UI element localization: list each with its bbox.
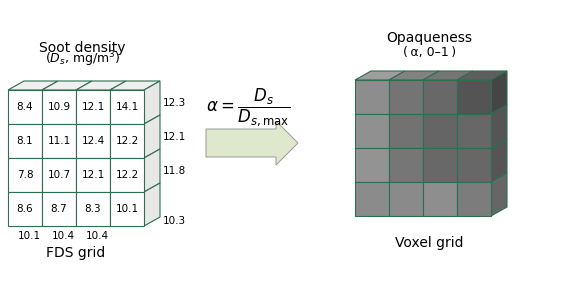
Polygon shape: [76, 124, 110, 158]
Text: 12.4: 12.4: [82, 136, 105, 146]
Text: 12.1: 12.1: [82, 102, 105, 112]
Text: 10.3: 10.3: [163, 217, 186, 227]
Polygon shape: [42, 81, 92, 90]
Polygon shape: [457, 182, 491, 216]
Polygon shape: [457, 148, 491, 182]
Text: 10.4: 10.4: [86, 231, 109, 241]
Polygon shape: [76, 81, 126, 90]
Polygon shape: [144, 115, 160, 158]
Polygon shape: [389, 114, 423, 148]
Text: 14.1: 14.1: [115, 102, 139, 112]
Polygon shape: [423, 80, 457, 114]
Polygon shape: [355, 182, 389, 216]
Text: 10.7: 10.7: [47, 170, 71, 180]
Polygon shape: [389, 148, 423, 182]
Text: ( α, 0–1 ): ( α, 0–1 ): [403, 46, 456, 59]
Text: ($D_s$, mg/m$^3$): ($D_s$, mg/m$^3$): [44, 49, 120, 69]
Polygon shape: [423, 114, 457, 148]
Polygon shape: [110, 158, 144, 192]
Polygon shape: [491, 71, 507, 114]
Text: FDS grid: FDS grid: [46, 246, 105, 260]
Text: 10.1: 10.1: [18, 231, 42, 241]
Text: 11.1: 11.1: [47, 136, 71, 146]
Text: 12.3: 12.3: [163, 97, 186, 107]
Polygon shape: [42, 90, 76, 124]
Polygon shape: [355, 71, 405, 80]
Polygon shape: [457, 80, 491, 114]
Polygon shape: [423, 182, 457, 216]
Polygon shape: [8, 90, 42, 124]
Polygon shape: [8, 192, 42, 226]
Text: 12.1: 12.1: [163, 131, 186, 141]
Polygon shape: [491, 173, 507, 216]
Text: 11.8: 11.8: [163, 166, 186, 176]
Polygon shape: [206, 121, 298, 165]
Text: 8.1: 8.1: [17, 136, 33, 146]
Polygon shape: [110, 192, 144, 226]
Text: 10.1: 10.1: [116, 204, 139, 214]
Polygon shape: [76, 90, 110, 124]
Text: 8.7: 8.7: [51, 204, 67, 214]
Polygon shape: [42, 158, 76, 192]
Polygon shape: [457, 71, 507, 80]
Polygon shape: [389, 80, 423, 114]
Text: 12.1: 12.1: [82, 170, 105, 180]
Text: Soot density: Soot density: [39, 41, 125, 55]
Text: 8.4: 8.4: [17, 102, 33, 112]
Polygon shape: [8, 81, 58, 90]
Polygon shape: [110, 124, 144, 158]
Text: 12.2: 12.2: [115, 170, 139, 180]
Polygon shape: [491, 105, 507, 148]
Polygon shape: [423, 148, 457, 182]
Polygon shape: [76, 192, 110, 226]
Text: 12.2: 12.2: [115, 136, 139, 146]
Text: Voxel grid: Voxel grid: [395, 236, 463, 250]
Text: 10.4: 10.4: [52, 231, 75, 241]
Polygon shape: [110, 90, 144, 124]
Polygon shape: [144, 81, 160, 124]
Polygon shape: [423, 71, 473, 80]
Polygon shape: [355, 148, 389, 182]
Polygon shape: [42, 124, 76, 158]
Polygon shape: [389, 71, 439, 80]
Text: 8.6: 8.6: [17, 204, 33, 214]
Polygon shape: [76, 158, 110, 192]
Polygon shape: [144, 183, 160, 226]
Polygon shape: [355, 114, 389, 148]
Text: $\alpha = \dfrac{D_s}{D_{s,\mathrm{max}}}$: $\alpha = \dfrac{D_s}{D_{s,\mathrm{max}}…: [206, 86, 290, 128]
Text: Opaqueness: Opaqueness: [386, 31, 473, 45]
Text: 10.9: 10.9: [47, 102, 71, 112]
Text: 8.3: 8.3: [85, 204, 101, 214]
Polygon shape: [42, 192, 76, 226]
Polygon shape: [457, 114, 491, 148]
Polygon shape: [110, 81, 160, 90]
Text: 7.8: 7.8: [17, 170, 33, 180]
Polygon shape: [491, 139, 507, 182]
Polygon shape: [389, 182, 423, 216]
Polygon shape: [355, 80, 389, 114]
Polygon shape: [144, 149, 160, 192]
Polygon shape: [8, 158, 42, 192]
Polygon shape: [8, 124, 42, 158]
